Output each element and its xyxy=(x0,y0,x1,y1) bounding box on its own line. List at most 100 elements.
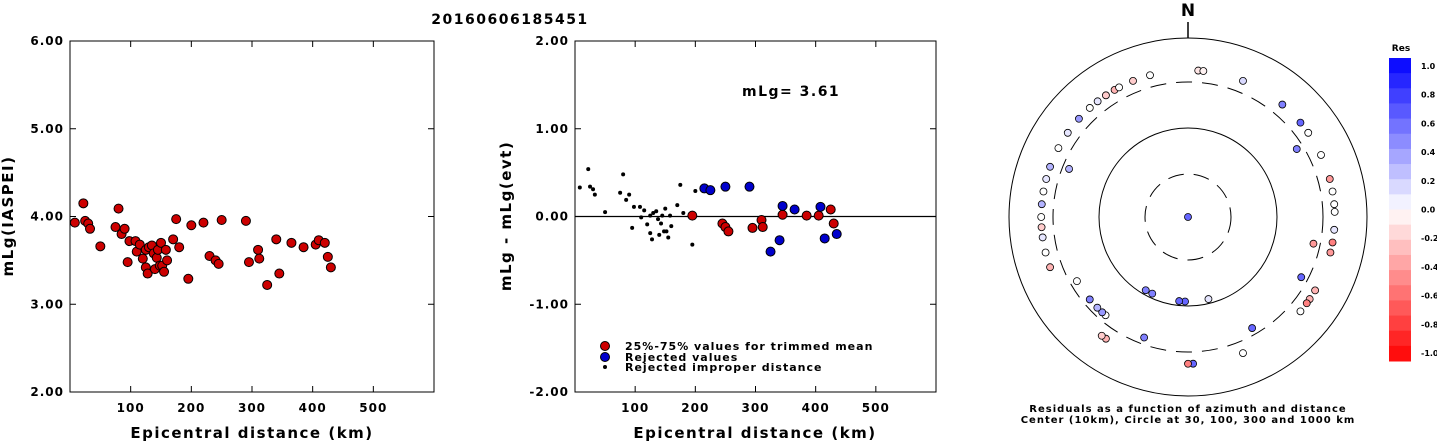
data-point xyxy=(243,257,254,268)
legend-label-rejected: Rejected values xyxy=(625,351,738,364)
data-point-improper xyxy=(663,206,668,211)
data-point-improper xyxy=(690,242,695,247)
polar-point xyxy=(1085,104,1094,112)
polar-point xyxy=(1129,77,1137,85)
data-point-rejected xyxy=(720,181,731,192)
polar-point xyxy=(1309,239,1318,248)
colorbar-cell xyxy=(1389,148,1411,165)
colorbar-cell xyxy=(1389,239,1411,256)
colorbar-label: -1.0 xyxy=(1421,349,1437,358)
data-point-improper xyxy=(624,197,629,202)
polar-point xyxy=(1248,324,1257,332)
data-point-improper xyxy=(631,204,636,209)
polar-point xyxy=(1041,248,1050,257)
magnitude-y-axis-label: mLg(IASPEI) xyxy=(0,156,17,277)
y-tick-label: 0.00 xyxy=(535,210,569,224)
data-point xyxy=(825,204,836,215)
polar-point xyxy=(1054,144,1063,152)
x-tick-label: 200 xyxy=(177,401,205,415)
data-point xyxy=(113,203,124,214)
x-tick-label: 400 xyxy=(802,401,830,415)
polar-point xyxy=(1296,307,1305,316)
data-point xyxy=(162,255,173,266)
data-point-improper xyxy=(669,224,674,229)
data-point-improper xyxy=(656,217,661,222)
polar-point xyxy=(1042,175,1051,183)
y-tick-label: 6.00 xyxy=(30,34,64,48)
colorbar-cell xyxy=(1389,209,1411,226)
colorbar-cell xyxy=(1389,103,1411,120)
colorbar-cell xyxy=(1389,345,1411,362)
colorbar-label: 0.8 xyxy=(1421,91,1436,100)
data-point-improper xyxy=(675,203,680,208)
data-point-improper xyxy=(648,213,653,218)
polar-point xyxy=(1102,91,1110,100)
polar-point xyxy=(1330,207,1339,216)
north-label: N xyxy=(1181,1,1195,21)
colorbar-cell xyxy=(1389,118,1411,135)
x-tick-label: 300 xyxy=(238,401,266,415)
data-point-improper xyxy=(627,192,632,197)
x-tick-label: 200 xyxy=(681,401,709,415)
residual-x-axis-label: Epicentral distance (km) xyxy=(633,424,876,441)
data-point xyxy=(828,218,839,229)
colorbar-label: 1.0 xyxy=(1421,62,1436,71)
legend-marker-rejected xyxy=(600,352,610,362)
data-point-improper xyxy=(659,221,664,226)
data-point xyxy=(137,253,148,264)
data-point-rejected xyxy=(831,229,842,240)
polar-point xyxy=(1302,299,1311,308)
y-tick-label: 4.00 xyxy=(30,210,64,224)
data-point xyxy=(186,220,197,231)
data-point xyxy=(271,234,282,245)
data-point xyxy=(254,253,265,264)
data-point xyxy=(325,262,336,273)
x-tick-label: 300 xyxy=(741,401,769,415)
data-point-rejected xyxy=(789,204,800,215)
polar-point xyxy=(1292,145,1301,153)
polar-point xyxy=(1085,295,1094,304)
polar-point xyxy=(1304,128,1313,137)
x-tick-label: 100 xyxy=(621,401,649,415)
mlg-annotation: mLg= 3.61 xyxy=(742,84,840,100)
ring-30km xyxy=(1144,173,1232,261)
data-point xyxy=(274,268,285,279)
colorbar-label: 0.4 xyxy=(1421,148,1436,157)
data-point xyxy=(142,268,153,279)
polar-point xyxy=(1037,200,1046,209)
data-point-improper xyxy=(637,204,642,209)
data-point xyxy=(119,223,130,234)
colorbar-cell xyxy=(1389,330,1411,347)
polar-point xyxy=(1093,303,1102,312)
ring-1000km xyxy=(1008,37,1368,397)
data-point-improper xyxy=(666,235,671,240)
polar-point xyxy=(1148,289,1157,298)
data-point xyxy=(262,279,273,290)
colorbar-cell xyxy=(1389,300,1411,317)
colorbar: Res 1.0 0.8 0.6 0.4 0.2 0.0 -0.2 -0.4 -0.6 -0.8 -1… xyxy=(1389,44,1437,362)
polar-caption-1: Residuals as a function of azimuth and d… xyxy=(1029,404,1346,415)
data-point xyxy=(174,242,185,253)
data-point-improper xyxy=(693,189,698,194)
data-point-improper xyxy=(621,172,626,177)
data-point xyxy=(159,266,170,277)
data-point xyxy=(298,242,309,253)
colorbar-cell xyxy=(1389,179,1411,195)
data-point-improper xyxy=(648,231,653,236)
y-tick-label: -2.00 xyxy=(529,385,569,399)
polar-panel: N Residuals as a function of azimuth and… xyxy=(1008,1,1368,426)
y-tick-label: -1.00 xyxy=(529,297,569,311)
colorbar-cell xyxy=(1389,270,1411,286)
polar-point xyxy=(1296,118,1305,127)
data-point-improper xyxy=(650,237,655,242)
data-point-improper xyxy=(645,222,650,227)
polar-point xyxy=(1140,333,1149,342)
colorbar-label: 0.0 xyxy=(1421,206,1436,215)
polar-point xyxy=(1065,165,1073,173)
data-point-rejected xyxy=(777,200,788,211)
data-point-improper xyxy=(651,210,656,215)
data-point xyxy=(286,237,297,248)
polar-point xyxy=(1038,233,1047,242)
polar-point xyxy=(1297,273,1306,282)
